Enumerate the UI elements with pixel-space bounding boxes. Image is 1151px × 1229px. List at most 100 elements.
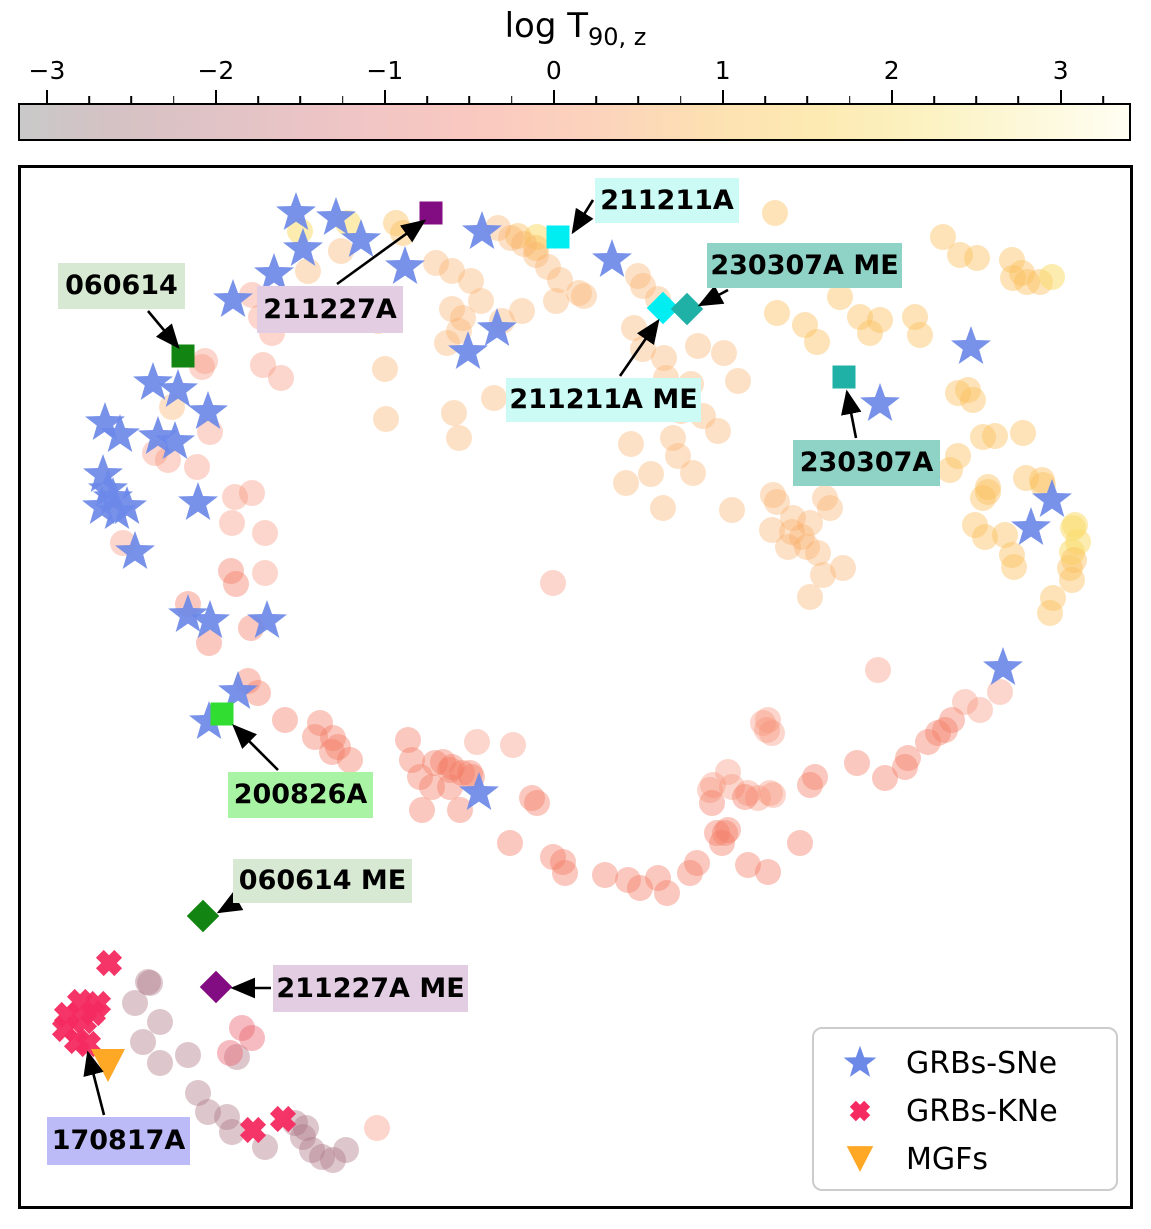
- background-point: [872, 765, 898, 791]
- legend-item-grbs-sne: GRBs-SNe: [814, 1037, 1116, 1089]
- background-point: [699, 790, 725, 816]
- legend-label: GRBs-KNe: [906, 1093, 1058, 1129]
- background-point: [147, 1050, 173, 1076]
- background-point: [907, 322, 933, 348]
- legend-box: GRBs-SNe GRBs-KNe MGFs: [812, 1027, 1118, 1191]
- background-point: [434, 330, 460, 356]
- background-point: [135, 969, 161, 995]
- background-point: [302, 724, 328, 750]
- background-point: [967, 697, 993, 723]
- colorbar-minor-tick: [510, 96, 513, 103]
- colorbar-tick-label: 0: [545, 56, 562, 85]
- background-point: [970, 485, 996, 511]
- background-point: [272, 707, 298, 733]
- legend-label: GRBs-SNe: [906, 1045, 1058, 1081]
- background-point: [787, 830, 813, 856]
- background-point: [409, 797, 435, 823]
- annotation-label-200826a: 200826A: [228, 772, 373, 818]
- highlight-230307a-me: [670, 292, 704, 326]
- colorbar-minor-tick: [130, 96, 133, 103]
- background-point: [615, 867, 641, 893]
- background-point: [328, 238, 354, 264]
- data-point-grbs-sne: [860, 383, 900, 421]
- background-point: [219, 1119, 245, 1145]
- background-point: [441, 400, 467, 426]
- annotation-label-211211a: 211211A: [595, 178, 739, 223]
- colorbar-minor-tick: [468, 96, 471, 103]
- annotation-label-211227a-me: 211227A ME: [273, 965, 468, 1012]
- background-point: [987, 679, 1013, 705]
- background-point: [725, 368, 751, 394]
- background-point: [373, 406, 399, 432]
- background-point: [450, 305, 476, 331]
- colorbar-minor-tick: [975, 96, 977, 103]
- background-point: [844, 750, 870, 776]
- background-point: [500, 732, 526, 758]
- background-point: [229, 1015, 255, 1041]
- background-point: [245, 680, 271, 706]
- background-point: [519, 785, 545, 811]
- data-point-grbs-sne: [385, 246, 425, 284]
- legend-label: MGFs: [906, 1141, 989, 1177]
- colorbar-minor-tick: [172, 96, 175, 103]
- background-point: [1010, 420, 1036, 446]
- background-point: [540, 844, 566, 870]
- colorbar-minor-tick: [764, 96, 766, 103]
- colorbar-title-subscript: 90, z: [588, 22, 647, 51]
- background-point: [804, 329, 830, 355]
- background-point: [797, 772, 823, 798]
- colorbar-major-tick: [1059, 90, 1062, 103]
- background-point: [447, 797, 473, 823]
- background-point: [960, 387, 986, 413]
- background-point: [755, 859, 781, 885]
- background-point: [364, 1115, 390, 1141]
- background-point: [1061, 547, 1087, 573]
- legend-item-mgfs: MGFs: [814, 1133, 1116, 1185]
- background-point: [982, 423, 1008, 449]
- background-point: [732, 784, 758, 810]
- annotation-arrow: [571, 199, 595, 235]
- background-point: [147, 1009, 173, 1035]
- background-point: [372, 356, 398, 382]
- background-point: [937, 457, 963, 483]
- colorbar-minor-tick: [848, 96, 851, 103]
- background-point: [618, 431, 644, 457]
- legend-item-grbs-kne: GRBs-KNe: [814, 1085, 1116, 1137]
- background-point: [1062, 512, 1088, 538]
- colorbar-minor-tick: [299, 96, 302, 103]
- colorbar-minor-tick: [806, 96, 809, 103]
- background-point: [762, 200, 788, 226]
- background-point: [497, 830, 523, 856]
- background-point: [705, 418, 731, 444]
- highlight-200826a: [210, 702, 234, 726]
- annotation-label-211211a-me: 211211A ME: [506, 378, 701, 422]
- background-point: [1039, 264, 1065, 290]
- annotation-arrow: [83, 1050, 106, 1116]
- annotation-label-230307a-me: 230307A ME: [707, 243, 902, 288]
- background-point: [711, 340, 737, 366]
- background-point: [543, 288, 569, 314]
- background-point: [295, 258, 321, 284]
- background-point: [184, 454, 210, 480]
- background-point: [613, 470, 639, 496]
- colorbar-minor-tick: [933, 96, 935, 103]
- colorbar-tick-label: 3: [1052, 56, 1069, 85]
- background-point: [540, 570, 566, 596]
- colorbar-major-tick: [552, 90, 555, 103]
- background-point: [638, 461, 664, 487]
- colorbar-tick-label: −2: [197, 56, 235, 85]
- background-point: [650, 495, 676, 521]
- background-point: [680, 460, 706, 486]
- background-point: [764, 300, 790, 326]
- colorbar-minor-tick: [1017, 96, 1020, 103]
- x-marker-icon: [814, 1088, 906, 1134]
- background-point: [1001, 554, 1027, 580]
- colorbar-tick-label: 1: [714, 56, 731, 85]
- background-point: [239, 480, 265, 506]
- star-icon: [814, 1040, 906, 1086]
- annotation-label-230307a: 230307A: [793, 440, 940, 486]
- colorbar-minor-tick: [679, 96, 682, 103]
- background-point: [719, 497, 745, 523]
- data-point-grbs-sne: [951, 326, 991, 364]
- background-point: [709, 830, 735, 856]
